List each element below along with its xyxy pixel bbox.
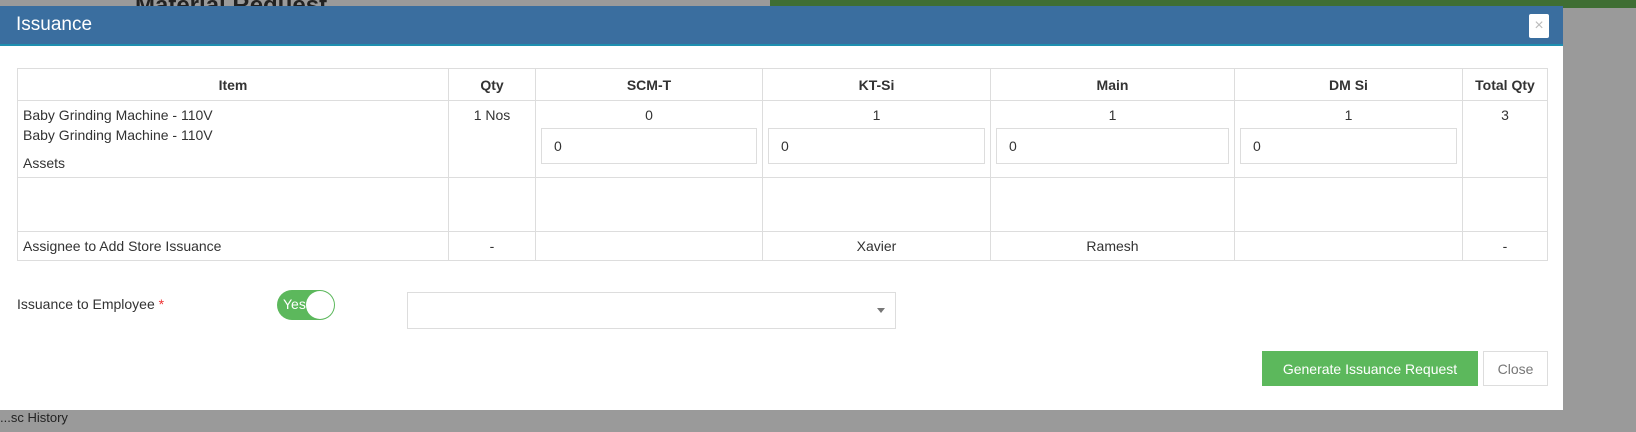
table-row: Baby Grinding Machine - 110V Baby Grindi…	[17, 100, 1548, 178]
issuance-to-employee-toggle[interactable]: Yes	[277, 290, 335, 320]
generate-issuance-request-button[interactable]: Generate Issuance Request	[1262, 351, 1478, 386]
header-total-qty: Total Qty	[1462, 68, 1548, 101]
item-name: Baby Grinding Machine - 110V	[23, 107, 213, 123]
item-description: Baby Grinding Machine - 110V	[23, 127, 213, 143]
modal-title: Issuance	[16, 14, 93, 35]
toggle-label: Yes	[283, 296, 306, 312]
assignee-row: Assignee to Add Store Issuance - Xavier …	[17, 231, 1548, 261]
caret-down-icon	[877, 308, 885, 317]
background-footer: ...sc History	[0, 410, 68, 425]
item-cell: Baby Grinding Machine - 110V Baby Grindi…	[17, 100, 449, 178]
issuance-to-employee-label: Issuance to Employee *	[17, 296, 164, 312]
background-toolbar	[770, 0, 1636, 8]
header-kt-si: KT-Si	[762, 68, 991, 101]
total-qty-cell: 3	[1462, 100, 1548, 178]
qty-cell: 1 Nos	[448, 100, 536, 178]
header-qty: Qty	[448, 68, 536, 101]
header-dm-si: DM Si	[1234, 68, 1463, 101]
assignee-total: -	[1462, 231, 1548, 261]
issue-qty-input[interactable]: 0	[541, 128, 757, 164]
toggle-knob	[306, 291, 334, 319]
assignee-dm-si	[1234, 231, 1463, 261]
required-marker: *	[158, 296, 165, 312]
issuance-table: Item Qty SCM-T KT-Si Main DM Si Total Qt…	[17, 68, 1548, 261]
close-icon[interactable]: ×	[1529, 14, 1549, 38]
close-button[interactable]: Close	[1483, 351, 1548, 386]
empty-row	[17, 177, 1548, 232]
header-scm-t: SCM-T	[535, 68, 763, 101]
header-item: Item	[17, 68, 449, 101]
available-qty: 0	[645, 107, 653, 123]
available-qty: 1	[872, 107, 881, 123]
available-qty: 1	[1108, 107, 1117, 123]
modal-header: Issuance ×	[0, 6, 1563, 46]
item-category: Assets	[23, 155, 66, 171]
issue-qty-input[interactable]: 0	[996, 128, 1229, 164]
available-qty: 1	[1344, 107, 1353, 123]
label-text: Issuance to Employee	[17, 296, 155, 312]
assignee-kt-si: Xavier	[762, 231, 991, 261]
issue-qty-input[interactable]: 0	[768, 128, 985, 164]
issue-qty-input[interactable]: 0	[1240, 128, 1457, 164]
assignee-main: Ramesh	[990, 231, 1235, 261]
assignee-qty: -	[448, 231, 536, 261]
issuance-modal: Issuance × Item Qty SCM-T KT-Si Main DM …	[0, 6, 1563, 410]
employee-select[interactable]	[407, 292, 896, 329]
assignee-label: Assignee to Add Store Issuance	[17, 231, 449, 261]
header-main: Main	[990, 68, 1235, 101]
assignee-scm-t	[535, 231, 763, 261]
